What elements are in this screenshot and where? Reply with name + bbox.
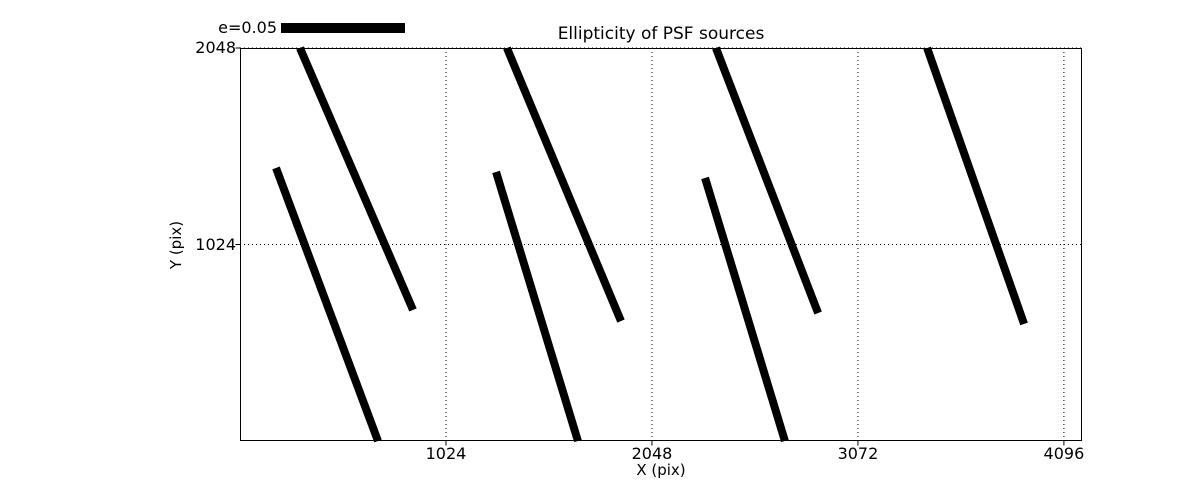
legend-scale-label: e=0.05 (218, 18, 277, 37)
ellipticity-whisker (492, 170, 582, 443)
ellipticity-whisker (503, 46, 625, 323)
y-tick-label: 2048 (195, 38, 236, 57)
ellipticity-whisker (272, 166, 382, 443)
x-tick-label: 3072 (837, 444, 879, 463)
ellipticity-whisker (712, 46, 822, 315)
ellipticity-whisker (923, 46, 1028, 326)
ellipticity-whisker (296, 46, 417, 312)
plot-area (235, 46, 1082, 446)
x-tick-label: 4096 (1043, 444, 1085, 463)
x-tick-label: 1024 (425, 444, 467, 463)
axes-frame (240, 48, 1082, 441)
chart-title: Ellipticity of PSF sources (557, 24, 765, 44)
legend-scale-bar (281, 23, 405, 33)
y-tick-label: 1024 (195, 234, 236, 254)
x-axis-label: X (pix) (636, 461, 686, 479)
ellipticity-whisker (701, 176, 789, 443)
x-tick-label: 2048 (631, 444, 673, 463)
